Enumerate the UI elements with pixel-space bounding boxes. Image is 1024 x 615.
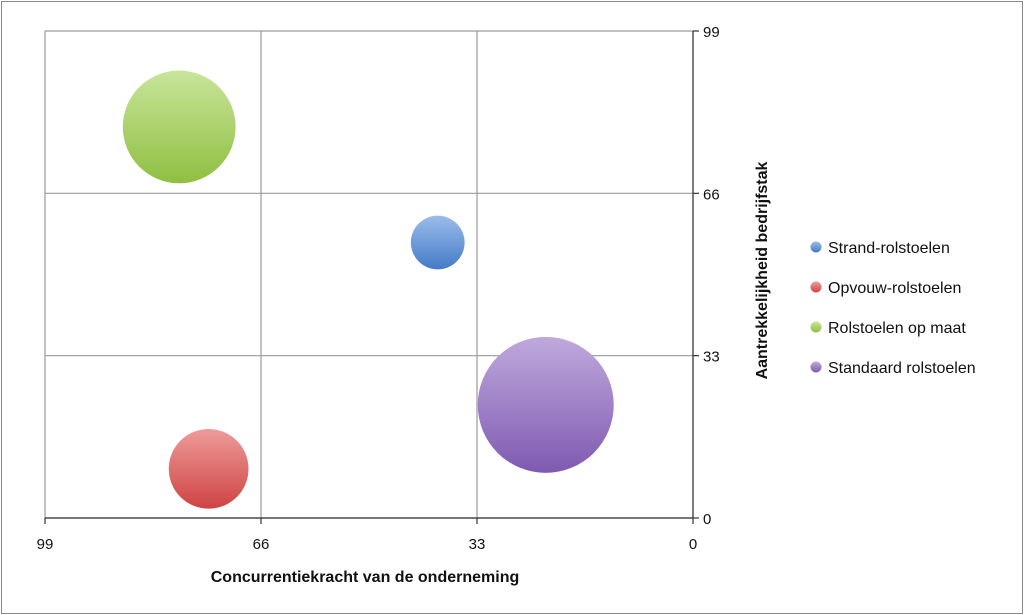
- bubble-2: [168, 428, 249, 509]
- bubbles: [122, 70, 614, 509]
- legend-label: Opvouw-rolstoelen: [828, 280, 961, 297]
- bubble-3: [122, 70, 236, 184]
- x-tick-label: 33: [469, 536, 486, 553]
- y-tick-label: 99: [703, 24, 720, 41]
- legend-marker: [810, 241, 822, 253]
- y-tick-labels: 0 33 66 99: [703, 24, 720, 528]
- legend: Strand-rolstoelen Opvouw-rolstoelen Rolsto…: [810, 240, 976, 377]
- y-tick-label: 33: [703, 349, 720, 366]
- bubble-1: [410, 215, 465, 270]
- y-tick-label: 66: [703, 186, 720, 203]
- legend-marker: [810, 361, 822, 373]
- legend-label: Strand-rolstoelen: [828, 240, 950, 257]
- legend-marker: [810, 281, 822, 293]
- bubble-4: [477, 336, 614, 473]
- y-axis-title: Aantrekkelijkheid bedrijfstak: [754, 161, 771, 379]
- x-tick-label: 66: [253, 536, 270, 553]
- legend-label: Rolstoelen op maat: [828, 320, 966, 337]
- axes: [44, 30, 699, 524]
- y-tick-label: 0: [703, 511, 711, 528]
- x-axis-title: Concurrentiekracht van de onderneming: [211, 569, 520, 586]
- x-tick-label: 0: [689, 536, 697, 553]
- x-tick-labels: 99 66 33 0: [37, 536, 698, 553]
- legend-label: Standaard rolstoelen: [828, 360, 976, 377]
- x-tick-label: 99: [37, 536, 54, 553]
- legend-marker: [810, 321, 822, 333]
